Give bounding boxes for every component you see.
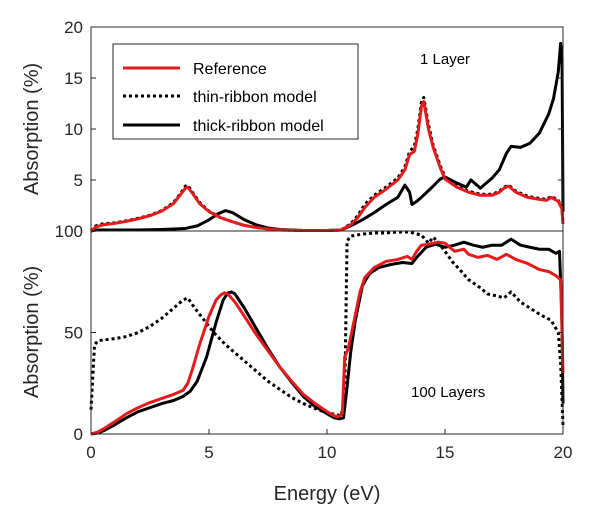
x-tick-label: 20 (554, 443, 573, 462)
bottom-panel: 0 50 100 0 5 10 15 20 100 Layers Absorption (%)… (21, 222, 572, 505)
top-series-thick-ribbon-model (90, 41, 565, 233)
bottom-panel-annotation: 100 Layers (411, 384, 485, 401)
bottom-series-lines (89, 230, 565, 436)
legend-box (112, 43, 359, 140)
x-axis-label: Energy (eV) (274, 483, 381, 505)
top-y-tick-label: 10 (64, 120, 83, 139)
top-y-axis-label: Absorption (%) (21, 63, 43, 195)
top-panel: 5 10 15 20 1 Layer Reference thin-ribbon mo… (21, 18, 565, 233)
bottom-y-axis-label: Absorption (%) (21, 266, 43, 398)
bottom-series-thin-ribbon-model (89, 230, 565, 426)
top-y-tick-label: 15 (64, 69, 83, 88)
legend-label-reference: Reference (193, 61, 267, 78)
bottom-y-tick-label: 0 (74, 425, 83, 444)
top-series-reference (90, 99, 565, 233)
top-y-tick-label: 5 (74, 171, 83, 190)
bottom-series-reference (90, 240, 565, 436)
legend-label-thick-ribbon: thick-ribbon model (193, 118, 324, 135)
top-y-tick-label: 20 (64, 18, 83, 37)
top-panel-annotation: 1 Layer (420, 51, 470, 68)
x-tick-label: 0 (86, 443, 95, 462)
bottom-series-thick-ribbon-model (90, 237, 565, 436)
x-tick-label: 10 (318, 443, 337, 462)
bottom-plot-frame (90, 230, 564, 435)
bottom-y-tick-label: 50 (64, 324, 83, 343)
x-tick-label: 5 (204, 443, 213, 462)
bottom-ticks: 0 50 100 0 5 10 15 20 (55, 222, 573, 462)
legend-label-thin-ribbon: thin-ribbon model (193, 89, 317, 106)
bottom-y-tick-label: 100 (55, 222, 83, 241)
x-tick-label: 15 (436, 443, 455, 462)
top-series-lines (89, 41, 565, 233)
legend: Reference thin-ribbon model thick-ribbon… (112, 43, 359, 140)
